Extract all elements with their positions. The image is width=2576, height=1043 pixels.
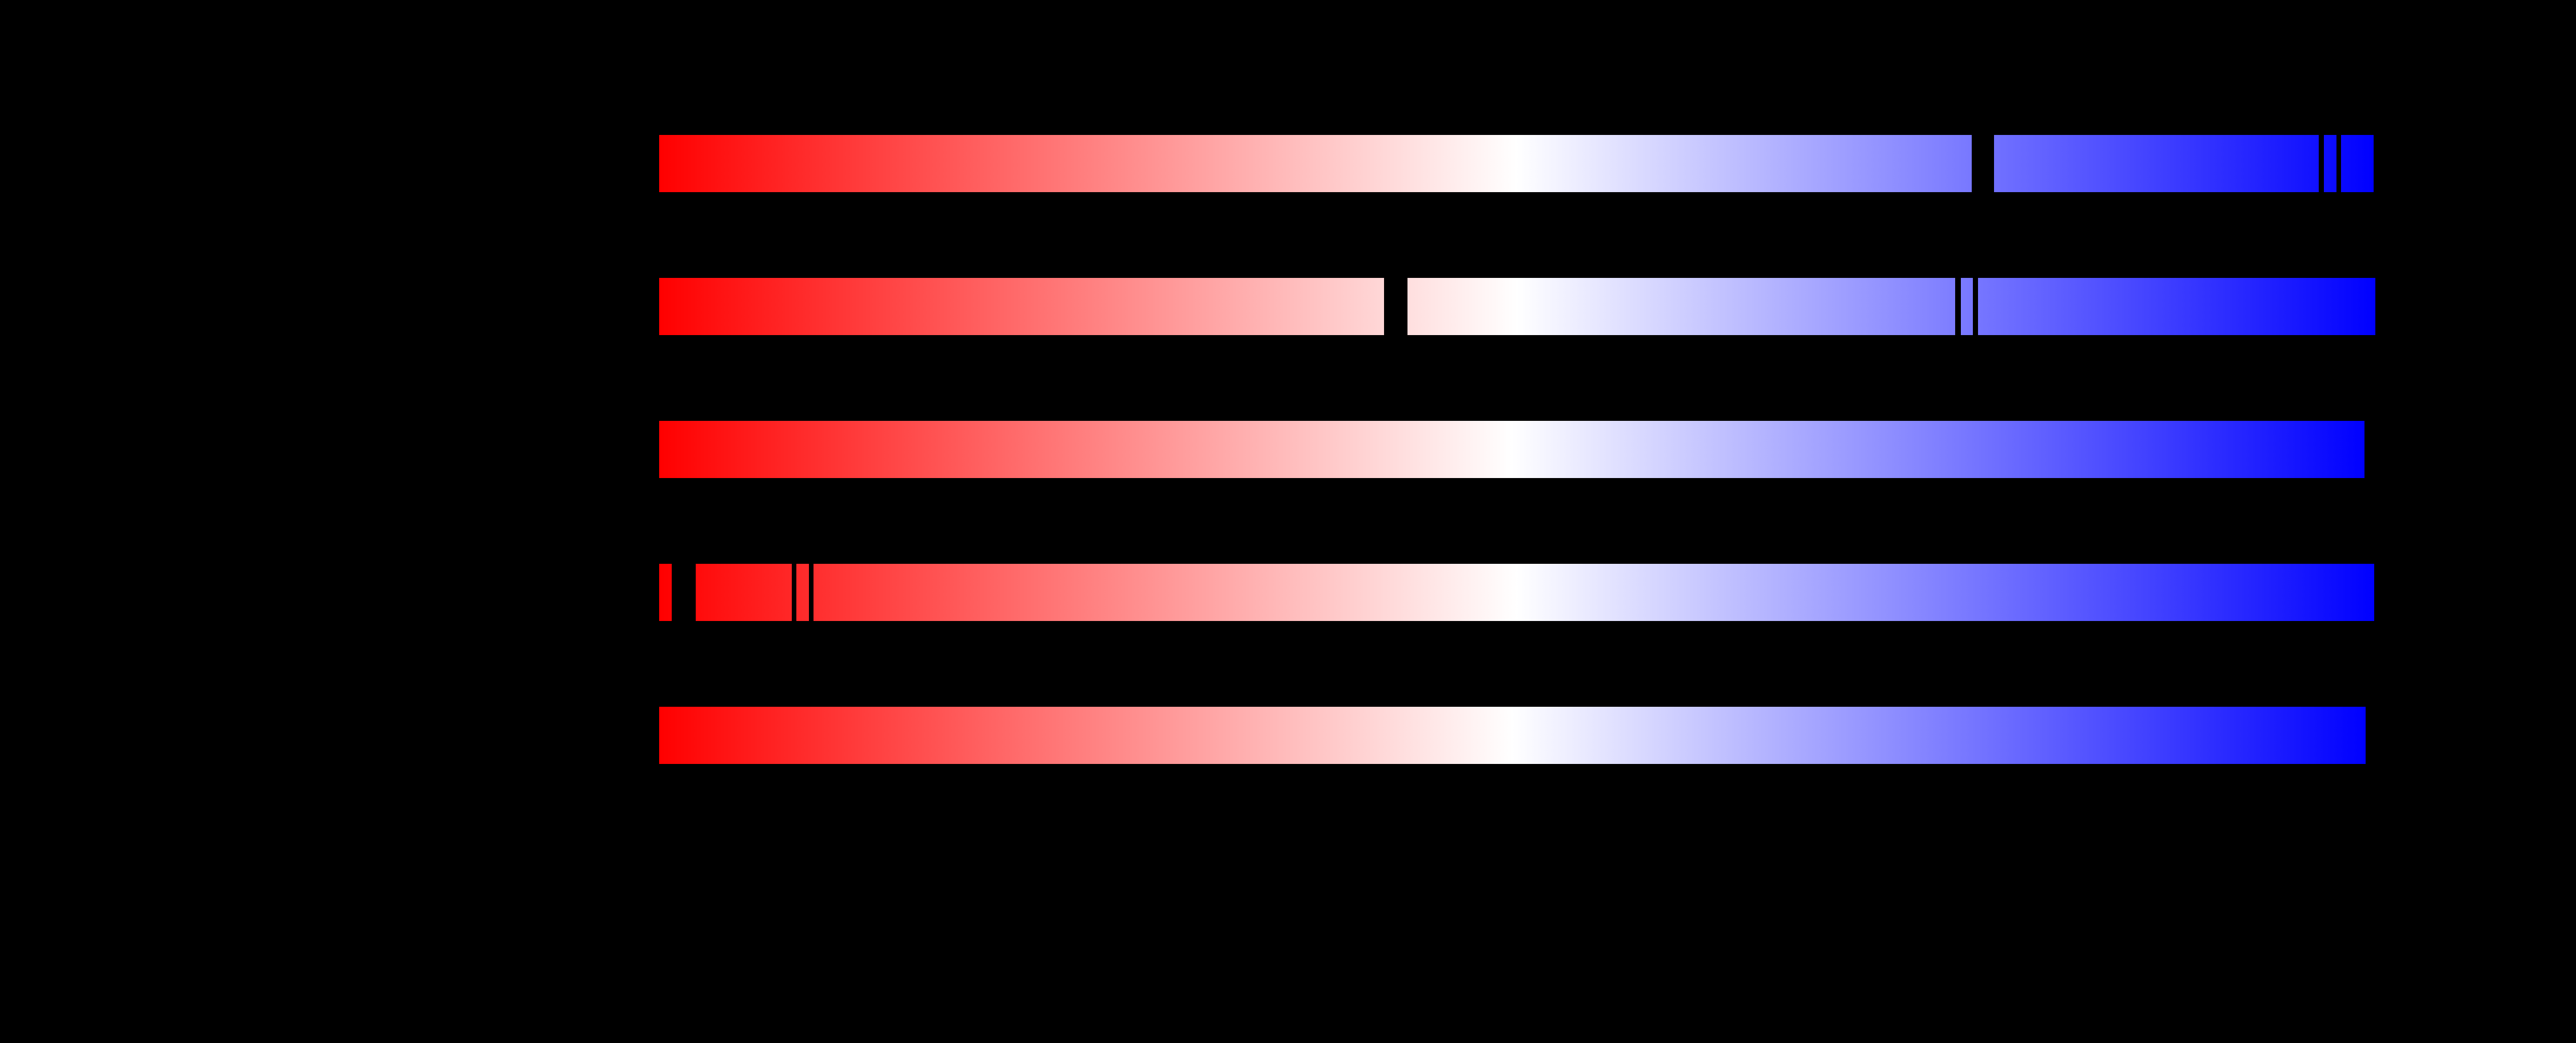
data-mark [1972,135,1994,192]
data-mark [1384,278,1407,335]
data-mark [2336,135,2341,192]
gradient-bar-row-2 [659,278,2375,335]
data-mark [672,564,696,621]
data-mark [2319,135,2324,192]
gradient-bar-row-4 [659,564,2374,621]
data-mark [792,564,796,621]
gradient-bar-row-3 [659,421,2364,478]
gradient-bar-row-1 [659,135,2374,192]
data-mark [1973,278,1978,335]
data-mark [809,564,814,621]
gradient-bar-row-5 [659,707,2366,764]
data-mark [1955,278,1961,335]
